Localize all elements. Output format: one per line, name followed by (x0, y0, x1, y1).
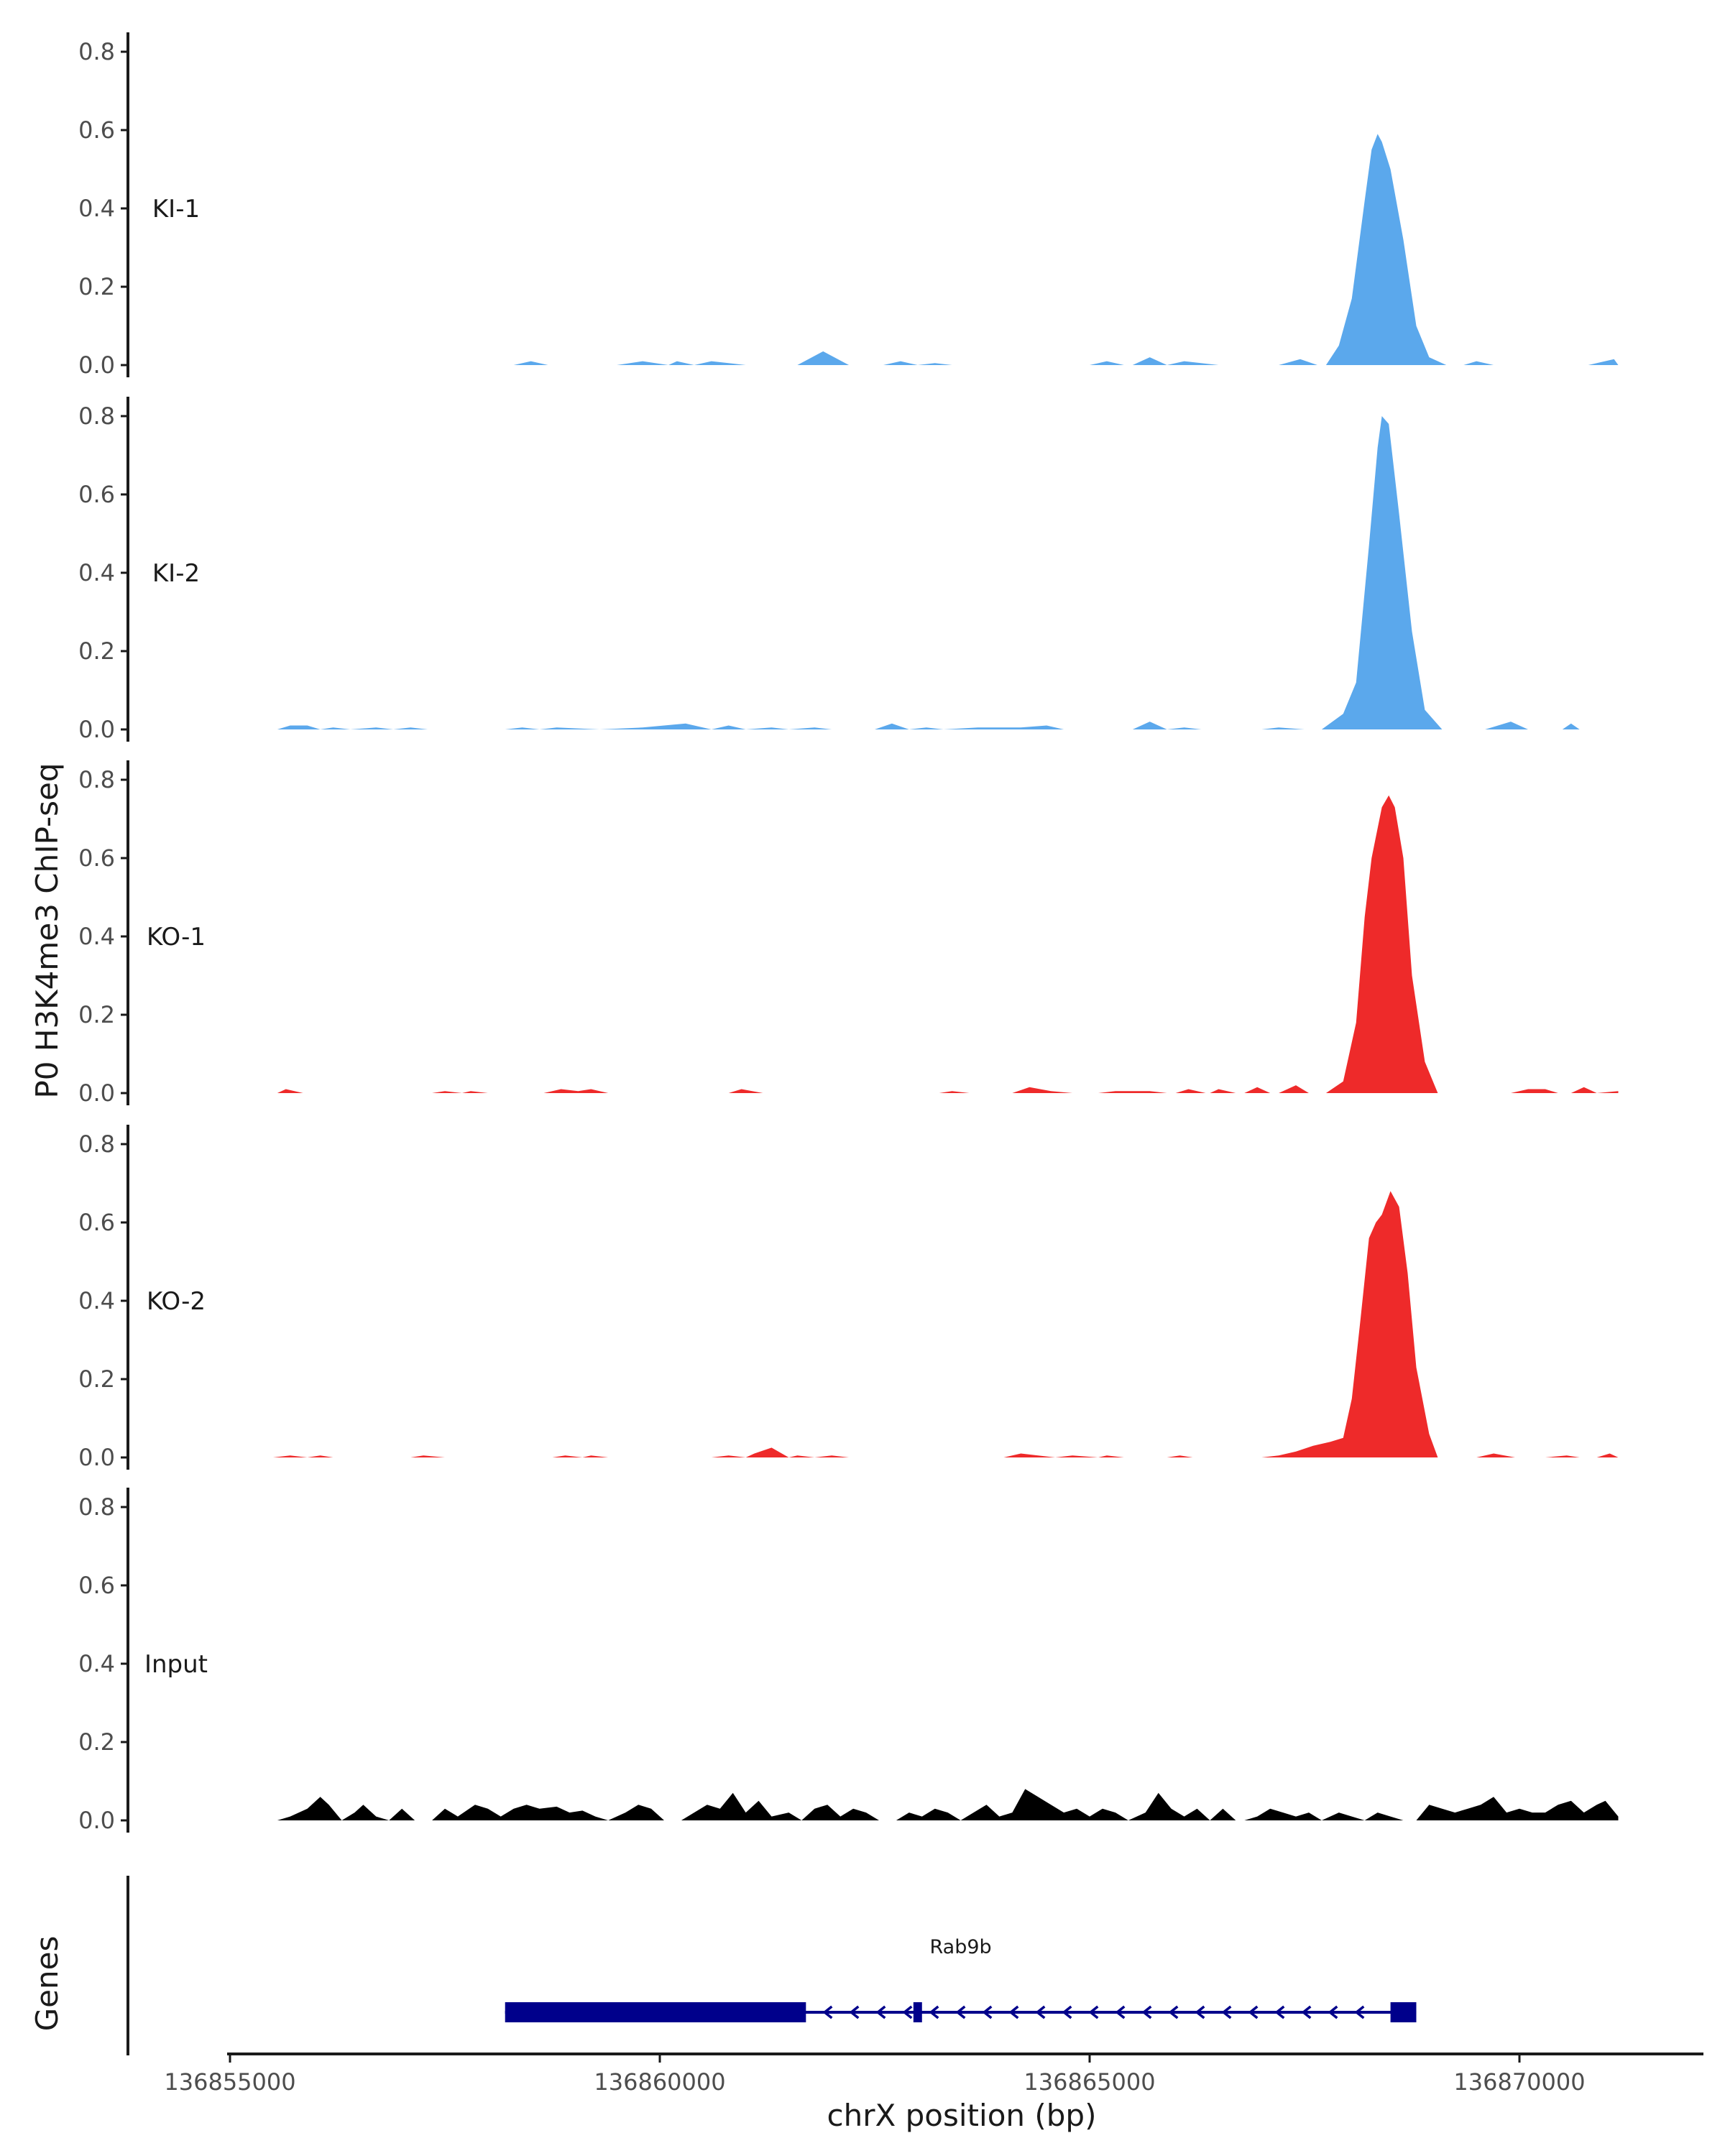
signal-tracks: 0.00.20.40.60.8KI-10.00.20.40.60.8KI-20.… (78, 32, 1619, 1834)
strand-arrow (1115, 2005, 1126, 2019)
y-tick-label: 0.2 (78, 1365, 115, 1393)
y-tick-label: 0.0 (78, 1079, 115, 1107)
y-tick-label: 0.2 (78, 1001, 115, 1028)
x-tick-label: 136855000 (164, 2068, 295, 2096)
genes-axis-title: Genes (29, 1936, 65, 2032)
strand-arrow (929, 2005, 939, 2019)
gene-exon-block (1390, 2002, 1417, 2022)
y-tick-label: 0.8 (78, 1130, 115, 1158)
track-ko-1: 0.0 0.2 0.4 0.6 0.8 KO-1 (78, 760, 1619, 1107)
y-tick-label: 0.8 (78, 1493, 115, 1521)
strand-arrow (1141, 2005, 1152, 2019)
track-ki-2: 0.0 0.2 0.4 0.6 0.8 KI-2 (78, 397, 1580, 743)
strand-arrow (982, 2005, 993, 2019)
track-label: KI-2 (152, 559, 200, 588)
track-label: Input (144, 1650, 208, 1679)
y-tick-label: 0.0 (78, 1807, 115, 1834)
gene-exon-block (505, 2002, 806, 2022)
track-ki-1: 0.0 0.2 0.4 0.6 0.8 KI-1 (78, 32, 1619, 379)
strand-arrow (1221, 2005, 1232, 2019)
gene-model: Rab9b (505, 1936, 1417, 2022)
x-axis-title: chrX position (bp) (827, 2098, 1097, 2133)
strand-arrow (902, 2005, 913, 2019)
y-tick-label: 0.6 (78, 116, 115, 144)
gene-annotation-panel: Rab9b (126, 1876, 1417, 2055)
y-tick-label: 0.4 (78, 559, 115, 586)
gene-name-label: Rab9b (930, 1936, 992, 1958)
y-tick-label: 0.6 (78, 844, 115, 872)
track-input: 0.0 0.2 0.4 0.6 0.8 Input (78, 1488, 1619, 1834)
strand-arrow (1035, 2005, 1046, 2019)
signal-area-ko-1 (277, 795, 1619, 1093)
y-tick-label: 0.4 (78, 1650, 115, 1677)
strand-arrow (822, 2005, 833, 2019)
strand-arrow (1168, 2005, 1179, 2019)
signal-area-input (277, 1789, 1619, 1820)
y-tick-label: 0.2 (78, 637, 115, 665)
strand-arrow (1008, 2005, 1019, 2019)
y-tick-label: 0.8 (78, 402, 115, 430)
strand-arrow (1248, 2005, 1259, 2019)
strand-arrow (1274, 2005, 1285, 2019)
y-tick-label: 0.6 (78, 1209, 115, 1236)
x-tick-label: 136865000 (1024, 2068, 1155, 2096)
x-tick-label: 136860000 (594, 2068, 725, 2096)
y-tick-label: 0.4 (78, 923, 115, 950)
x-tick-label: 136870000 (1453, 2068, 1585, 2096)
x-axis: 136855000 136860000 136865000 136870000 (164, 2053, 1703, 2096)
y-tick-label: 0.2 (78, 273, 115, 300)
strand-arrow (1328, 2005, 1338, 2019)
strand-arrow (1301, 2005, 1312, 2019)
track-ko-2: 0.0 0.2 0.4 0.6 0.8 KO-2 (78, 1125, 1619, 1471)
y-tick-label: 0.2 (78, 1728, 115, 1756)
y-tick-label: 0.4 (78, 195, 115, 222)
track-label: KI-1 (152, 195, 200, 224)
strand-arrow (1354, 2005, 1365, 2019)
y-tick-label: 0.0 (78, 1444, 115, 1471)
track-label: KO-2 (147, 1287, 206, 1316)
strand-arrow (1195, 2005, 1205, 2019)
gene-exon-block (913, 2002, 922, 2022)
signal-area-ko-2 (272, 1191, 1619, 1457)
y-axis-title: P0 H3K4me3 ChIP-seq (29, 763, 65, 1098)
signal-area-ki-1 (513, 134, 1619, 365)
y-tick-label: 0.0 (78, 716, 115, 743)
strand-arrow (955, 2005, 966, 2019)
y-tick-label: 0.6 (78, 481, 115, 508)
signal-area-ki-2 (277, 416, 1580, 729)
y-tick-label: 0.0 (78, 351, 115, 379)
strand-arrow (1062, 2005, 1072, 2019)
strand-arrow (849, 2005, 860, 2019)
strand-arrow (1088, 2005, 1099, 2019)
y-tick-label: 0.8 (78, 38, 115, 65)
track-label: KO-1 (147, 923, 206, 952)
strand-arrow (875, 2005, 886, 2019)
y-tick-label: 0.8 (78, 766, 115, 793)
y-tick-label: 0.6 (78, 1572, 115, 1599)
y-tick-label: 0.4 (78, 1287, 115, 1314)
